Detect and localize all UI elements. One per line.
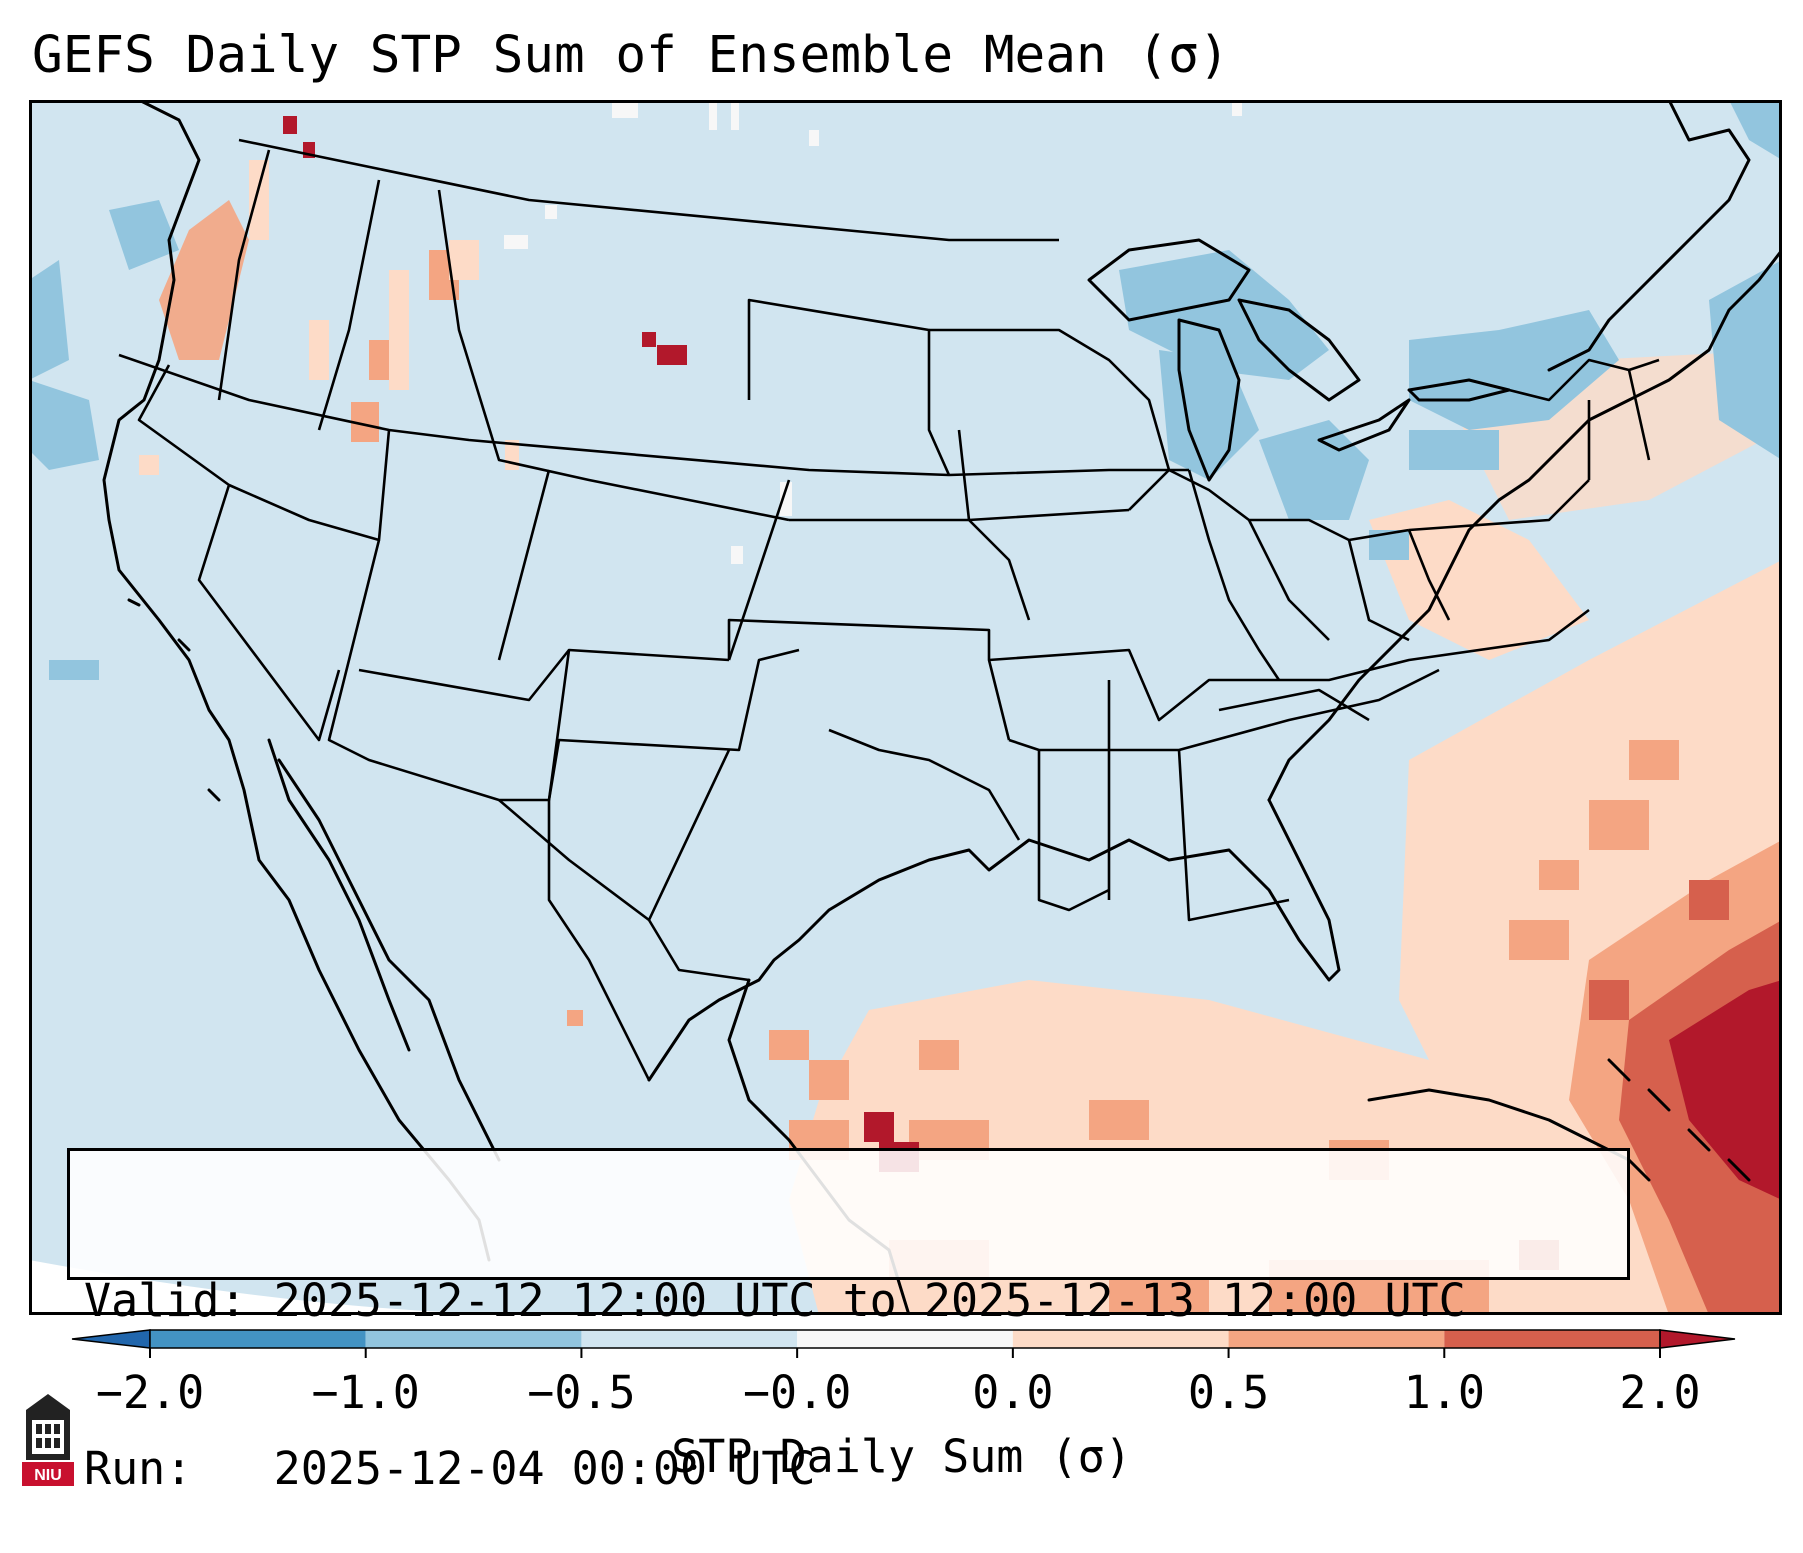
run-row: Run: 2025-12-04 00:00 UTC [84, 1441, 1613, 1497]
valid-row: Valid: 2025-12-12 12:00 UTC to 2025-12-1… [84, 1273, 1613, 1329]
colorbar-tick-label: 2.0 [1619, 1366, 1701, 1419]
colorbar-label: STP Daily Sum (σ) [671, 1430, 1132, 1483]
coastlines [102, 100, 1782, 1315]
valid-run-infobox: Valid: 2025-12-12 12:00 UTC to 2025-12-1… [67, 1148, 1630, 1495]
colorbar-tick-label: −1.0 [311, 1366, 420, 1419]
colorbar-outline [149, 1329, 1661, 1349]
colorbar-segment [150, 1330, 366, 1348]
colorbar [71, 1329, 1736, 1358]
map-title: GEFS Daily STP Sum of Ensemble Mean (σ) [32, 26, 1230, 85]
colorbar-tick-label: 1.0 [1403, 1366, 1485, 1419]
colorbar-segment [1444, 1330, 1660, 1348]
map-frame [29, 100, 1782, 1315]
colorbar-segment [1228, 1330, 1445, 1348]
valid-label: Valid: [84, 1274, 247, 1327]
colorbar-over-arrow [1659, 1329, 1736, 1349]
colorbar-segment [365, 1330, 582, 1348]
colorbar-under-arrow [71, 1329, 151, 1349]
colorbar-tick-label: −0.0 [742, 1366, 852, 1419]
colorbar-segment [581, 1330, 798, 1348]
run-value: 2025-12-04 00:00 UTC [273, 1442, 816, 1495]
colorbar-segment [797, 1330, 1013, 1348]
colorbar-tick-label: −2.0 [95, 1366, 205, 1419]
anomaly-neutral [504, 100, 1242, 564]
colorbar-tick-label: −0.5 [527, 1366, 636, 1419]
colorbar-tick-label: 0.5 [1187, 1366, 1270, 1419]
university-shield-icon: NIU [22, 1394, 74, 1486]
valid-value: 2025-12-12 12:00 UTC to 2025-12-13 12:00… [273, 1274, 1466, 1327]
run-label: Run: [84, 1442, 247, 1495]
logo-text: NIU [34, 1467, 62, 1484]
great-lakes [1087, 238, 1511, 482]
anomaly-negative [29, 100, 1782, 680]
anomaly-pacific-nw-light [139, 160, 519, 475]
colorbar-tick-label: 0.0 [972, 1366, 1054, 1419]
projection-void [29, 1260, 549, 1315]
colorbar-segment [1012, 1330, 1229, 1348]
state-borders [118, 138, 1660, 1081]
stp-map[interactable] [29, 100, 1782, 1315]
anomaly-pacific-nw [159, 200, 459, 442]
